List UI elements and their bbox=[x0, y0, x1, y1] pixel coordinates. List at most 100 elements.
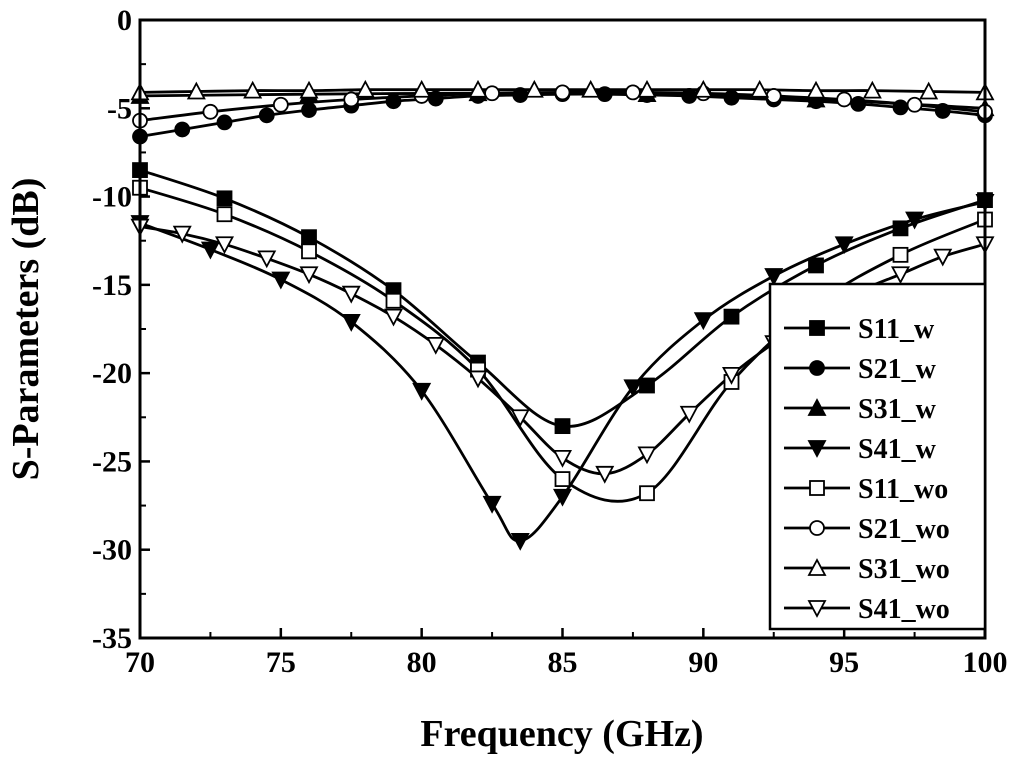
legend-label: S21_wo bbox=[858, 514, 950, 545]
data-point-s11-w bbox=[216, 190, 233, 207]
data-point-s41-wo bbox=[933, 248, 953, 267]
data-point-s31-wo bbox=[412, 79, 432, 98]
data-point-s31-wo bbox=[355, 79, 375, 98]
data-point-s21-w bbox=[258, 107, 275, 124]
data-point-s41-w bbox=[341, 314, 361, 332]
axis-ticks-group bbox=[138, 18, 987, 640]
data-point-s21-w bbox=[427, 90, 444, 107]
y-axis-title: S-Parameters (dB) bbox=[5, 178, 47, 481]
data-point-s31-wo bbox=[750, 79, 770, 98]
data-point-s31-wo bbox=[806, 80, 826, 99]
data-point-s21-wo bbox=[765, 88, 782, 104]
y-tick-label: -35 bbox=[92, 622, 132, 655]
x-tick-label: 75 bbox=[266, 646, 296, 679]
data-point-s21-wo bbox=[625, 84, 641, 101]
data-point-s31-wo bbox=[637, 79, 657, 98]
x-tick-label: 80 bbox=[407, 646, 437, 679]
data-point-s21-w bbox=[723, 89, 740, 106]
data-point-s11-wo bbox=[301, 243, 317, 260]
data-point-s41-w bbox=[764, 268, 784, 286]
legend-label: S11_w bbox=[858, 314, 935, 345]
data-point-s21-wo bbox=[484, 85, 500, 102]
data-point-s41-w bbox=[510, 532, 530, 551]
legend-marker bbox=[807, 600, 827, 618]
x-tick-label: 95 bbox=[829, 646, 859, 679]
data-point-s31-wo bbox=[919, 81, 939, 100]
y-tick-label: -20 bbox=[92, 357, 132, 390]
data-point-s41-w bbox=[200, 241, 220, 260]
data-point-s41-wo bbox=[299, 266, 319, 285]
data-point-s41-wo bbox=[341, 285, 361, 304]
data-point-s41-wo bbox=[722, 367, 741, 385]
x-tick-label: 90 bbox=[688, 646, 718, 679]
data-point-s41-wo bbox=[215, 236, 234, 255]
legend-marker bbox=[807, 558, 827, 576]
data-point-s31-wo bbox=[581, 79, 601, 98]
legend-box bbox=[768, 282, 987, 631]
data-point-s21-w bbox=[216, 114, 233, 131]
legend-label: S41_w bbox=[858, 434, 937, 465]
data-point-s41-w bbox=[271, 271, 291, 290]
data-point-s21-w bbox=[174, 121, 191, 138]
x-tick-label: 70 bbox=[125, 646, 155, 679]
data-point-s41-w bbox=[693, 312, 713, 331]
data-point-s31-wo bbox=[186, 81, 206, 100]
data-point-s41-w bbox=[834, 236, 854, 255]
y-tick-label: -25 bbox=[92, 445, 132, 478]
legend-marker bbox=[807, 440, 827, 458]
data-point-s41-wo bbox=[595, 465, 615, 484]
data-point-s21-wo bbox=[554, 84, 571, 101]
data-point-s11-w bbox=[723, 308, 740, 325]
y-tick-label: -30 bbox=[92, 534, 132, 567]
data-point-s11-wo bbox=[385, 292, 402, 309]
data-point-s41-w bbox=[905, 211, 925, 230]
data-point-s11-wo bbox=[216, 206, 233, 223]
legend-marker bbox=[809, 320, 825, 336]
y-tick-label: -5 bbox=[107, 92, 132, 125]
data-point-s41-wo bbox=[637, 446, 657, 465]
data-point-s21-wo bbox=[202, 103, 219, 120]
data-point-s41-w bbox=[553, 488, 572, 507]
y-tick-label: -15 bbox=[92, 269, 132, 302]
data-point-s11-w bbox=[808, 257, 824, 274]
legend-label: S41_wo bbox=[858, 594, 950, 625]
data-point-s41-wo bbox=[510, 409, 530, 428]
data-point-s21-w bbox=[892, 99, 909, 116]
data-point-s11-w bbox=[301, 229, 317, 246]
data-point-s41-wo bbox=[891, 266, 910, 285]
data-point-s31-wo bbox=[693, 79, 713, 98]
data-point-s21-w bbox=[385, 93, 402, 110]
tick-labels-group: 70 75 80 85 90 95 100 0 -5 -10 -15 -20 -25 -30 -35 bbox=[92, 4, 1008, 679]
data-point-s41-wo bbox=[426, 336, 446, 355]
legend-marker bbox=[809, 480, 825, 496]
data-point-s11-wo bbox=[639, 485, 655, 502]
legend-marker bbox=[809, 520, 825, 536]
data-point-s21-w bbox=[596, 86, 613, 103]
x-axis-title: Frequency (GHz) bbox=[420, 713, 703, 755]
legend-label: S31_wo bbox=[858, 554, 950, 585]
data-point-s21-w bbox=[850, 95, 867, 112]
data-point-s41-wo bbox=[468, 370, 488, 389]
data-point-s31-wo bbox=[524, 79, 544, 98]
data-point-s41-w bbox=[623, 379, 643, 398]
data-point-s11-wo bbox=[892, 246, 909, 263]
data-point-s41-wo bbox=[172, 225, 192, 244]
legend-label: S11_wo bbox=[858, 474, 948, 505]
y-tick-label: -10 bbox=[92, 181, 132, 214]
legend: S11_w S21_w S31_w S41_w S11_wo S21_wo S31_wo S4… bbox=[768, 282, 987, 631]
data-point-s41-wo bbox=[384, 308, 403, 327]
data-point-s41-wo bbox=[553, 449, 572, 468]
data-point-s41-w bbox=[482, 495, 502, 514]
data-point-s11-w bbox=[892, 220, 909, 237]
legend-label: S31_w bbox=[858, 394, 937, 425]
data-point-s21-w bbox=[512, 87, 529, 103]
data-point-s21-wo bbox=[343, 91, 360, 108]
data-point-s21-w bbox=[301, 102, 317, 118]
data-point-s11-w bbox=[639, 377, 655, 394]
data-point-s21-wo bbox=[906, 96, 923, 113]
data-point-s21-wo bbox=[272, 96, 289, 113]
data-point-s31-wo bbox=[862, 80, 882, 99]
data-point-s31-wo bbox=[243, 80, 263, 99]
x-tick-label: 85 bbox=[548, 646, 578, 679]
